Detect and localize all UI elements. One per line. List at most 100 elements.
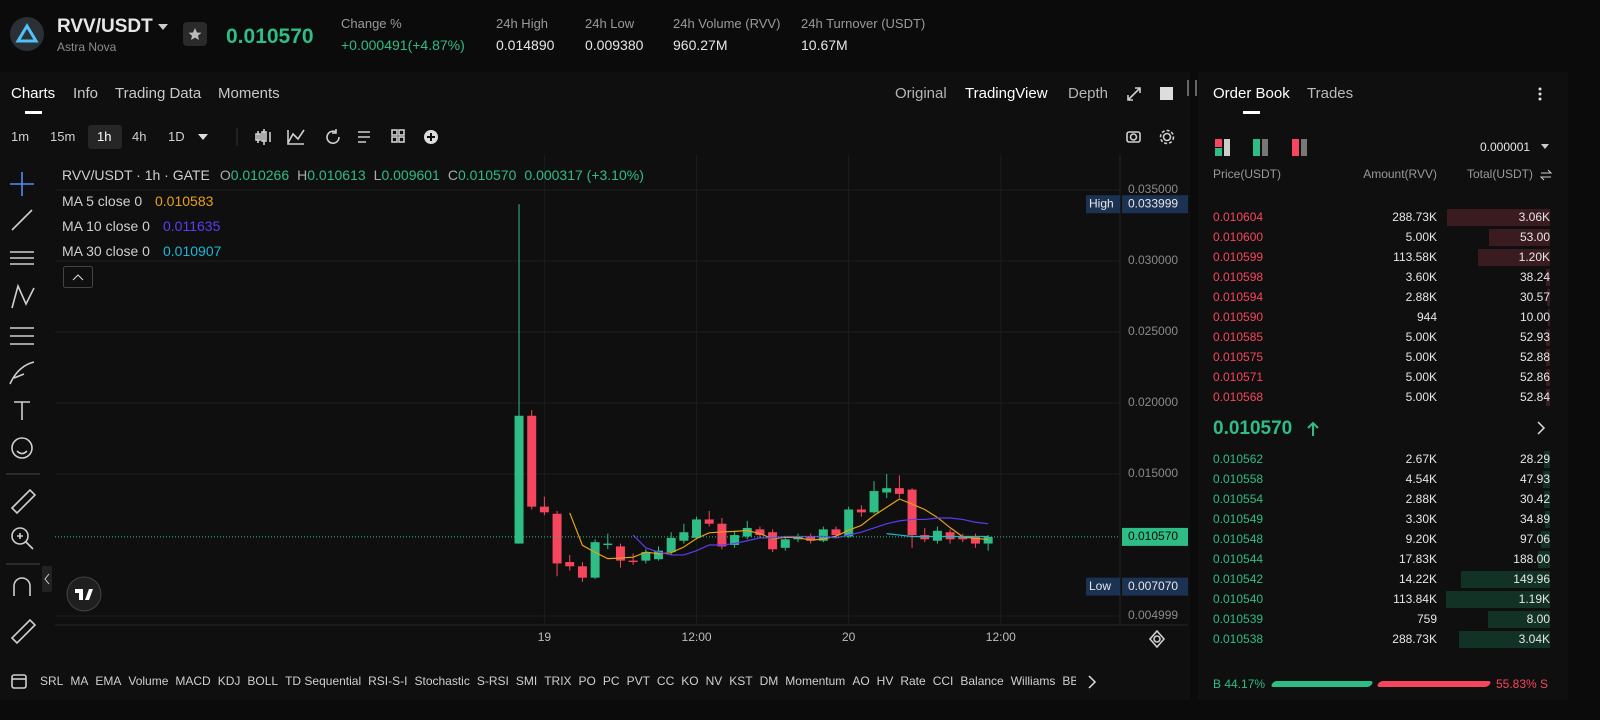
ob-price[interactable]: 0.010549 xyxy=(1213,512,1264,526)
indicator[interactable]: Williams xyxy=(1010,674,1056,688)
tab[interactable]: Info xyxy=(73,85,99,102)
ob-price[interactable]: 0.010575 xyxy=(1213,350,1264,364)
view-option[interactable]: Depth xyxy=(1068,85,1109,102)
precision[interactable]: 0.000001 xyxy=(1480,140,1531,154)
candle-body xyxy=(768,532,778,550)
indicator[interactable]: KDJ xyxy=(217,674,241,688)
legend-key: O xyxy=(219,167,231,183)
indicator[interactable]: MACD xyxy=(175,674,211,688)
indicator[interactable]: HV xyxy=(876,674,894,688)
ob-price[interactable]: 0.010540 xyxy=(1213,592,1264,606)
view-option[interactable]: TradingView xyxy=(965,85,1048,102)
indicator[interactable]: Balance xyxy=(960,674,1004,688)
ob-amount: 9.20K xyxy=(1405,532,1437,546)
indicator-next[interactable] xyxy=(1086,674,1098,690)
ob-price[interactable]: 0.010568 xyxy=(1213,390,1264,404)
interval[interactable]: 15m xyxy=(50,129,76,144)
indicator[interactable]: EMA xyxy=(95,674,122,688)
collapse-legend[interactable] xyxy=(63,266,93,288)
indicator[interactable]: MA xyxy=(70,674,89,688)
ob-price[interactable]: 0.010554 xyxy=(1213,492,1264,506)
ob-price[interactable]: 0.010571 xyxy=(1213,370,1264,384)
ob-price[interactable]: 0.010542 xyxy=(1213,572,1264,586)
ob-price[interactable]: 0.010562 xyxy=(1213,452,1264,466)
ob-price[interactable]: 0.010585 xyxy=(1213,330,1264,344)
ob-price[interactable]: 0.010598 xyxy=(1213,270,1264,284)
ob-view-icons[interactable] xyxy=(1213,138,1313,158)
candle-body xyxy=(970,536,980,544)
interval-dropdown[interactable] xyxy=(197,132,209,142)
chart-tools[interactable] xyxy=(236,126,446,148)
indicator[interactable]: PC xyxy=(602,674,620,688)
indicator-calendar[interactable] xyxy=(10,672,28,690)
indicator[interactable]: Rate xyxy=(900,674,926,688)
indicator[interactable]: CCI xyxy=(932,674,954,688)
drawing-toolbar[interactable] xyxy=(6,168,42,648)
ob-price[interactable]: 0.010539 xyxy=(1213,612,1264,626)
ob-amount: 3.60K xyxy=(1405,270,1437,284)
ob-total: 3.06K xyxy=(1518,210,1550,224)
ob-price[interactable]: 0.010590 xyxy=(1213,310,1264,324)
interval[interactable]: 1h xyxy=(97,129,112,144)
pair[interactable]: RVV/USDT xyxy=(57,16,153,37)
ob-price[interactable]: 0.010548 xyxy=(1213,532,1264,546)
interval[interactable]: 1D xyxy=(168,129,185,144)
ob-tab[interactable]: Trades xyxy=(1307,85,1354,102)
collapse-toolbar[interactable] xyxy=(42,566,52,592)
indicator[interactable]: PO xyxy=(578,674,596,688)
indicator[interactable]: NV xyxy=(705,674,723,688)
indicator[interactable]: SRL xyxy=(40,674,64,688)
indicator[interactable]: AO xyxy=(852,674,870,688)
indicator[interactable]: Momentum xyxy=(785,674,846,688)
indicator[interactable]: KST xyxy=(729,674,753,688)
indicator[interactable]: SMI xyxy=(515,674,538,688)
ob-price[interactable]: 0.010600 xyxy=(1213,230,1264,244)
ob-price[interactable]: 0.010558 xyxy=(1213,472,1264,486)
indicator[interactable]: BBW xyxy=(1062,674,1076,688)
indicator[interactable]: TRIX xyxy=(544,674,572,688)
depth-bar xyxy=(1478,249,1550,266)
indicator[interactable]: S-RSI xyxy=(476,674,509,688)
favorite[interactable] xyxy=(183,22,207,46)
indicator[interactable]: DM xyxy=(759,674,779,688)
interval[interactable]: 1m xyxy=(11,129,30,144)
indicator[interactable]: RSI-S-I xyxy=(368,674,408,688)
ob-tab[interactable]: Order Book xyxy=(1213,85,1290,102)
candle-body xyxy=(856,509,866,513)
candle-body xyxy=(514,415,524,544)
indicator[interactable]: BOLL xyxy=(247,674,279,688)
indicator[interactable]: Stochastic xyxy=(414,674,470,688)
stat-value: 0.009380 xyxy=(585,37,644,53)
indicator[interactable]: PVT xyxy=(626,674,650,688)
indicator[interactable]: Volume xyxy=(128,674,169,688)
ob-price[interactable]: 0.010538 xyxy=(1213,632,1264,646)
layout-icon[interactable] xyxy=(1160,87,1174,101)
screenshot-settings[interactable] xyxy=(1124,128,1180,146)
indicator[interactable]: KO xyxy=(681,674,699,688)
tab[interactable]: Charts xyxy=(11,85,56,102)
view-option[interactable]: Original xyxy=(895,85,947,102)
dropdown-icon[interactable] xyxy=(157,22,169,32)
splitter[interactable] xyxy=(1187,80,1197,96)
ob-price[interactable]: 0.010604 xyxy=(1213,210,1264,224)
y-tick-label: 0.004999 xyxy=(1128,608,1178,622)
precision-dropdown[interactable] xyxy=(1540,142,1550,152)
ob-price[interactable]: 0.010599 xyxy=(1213,250,1264,264)
y-tick-label: 0.035000 xyxy=(1128,182,1178,196)
reset-chart[interactable] xyxy=(1148,630,1166,648)
fullscreen-icon[interactable] xyxy=(1126,86,1142,102)
interval[interactable]: 4h xyxy=(132,129,147,144)
ob-menu[interactable] xyxy=(1536,86,1544,102)
tab[interactable]: Trading Data xyxy=(115,85,202,102)
ma-value: 0.011635 xyxy=(163,218,221,234)
y-tick-label: 0.025000 xyxy=(1128,324,1178,338)
tab[interactable]: Moments xyxy=(218,85,280,102)
candle-body xyxy=(539,506,549,513)
mid-more[interactable] xyxy=(1536,421,1546,435)
legend-value: 0.010613 xyxy=(307,167,366,183)
indicator[interactable]: CC xyxy=(656,674,675,688)
ob-price[interactable]: 0.010594 xyxy=(1213,290,1264,304)
total-toggle[interactable] xyxy=(1540,169,1552,181)
ob-price[interactable]: 0.010544 xyxy=(1213,552,1264,566)
indicator[interactable]: TD Sequential xyxy=(285,674,362,688)
